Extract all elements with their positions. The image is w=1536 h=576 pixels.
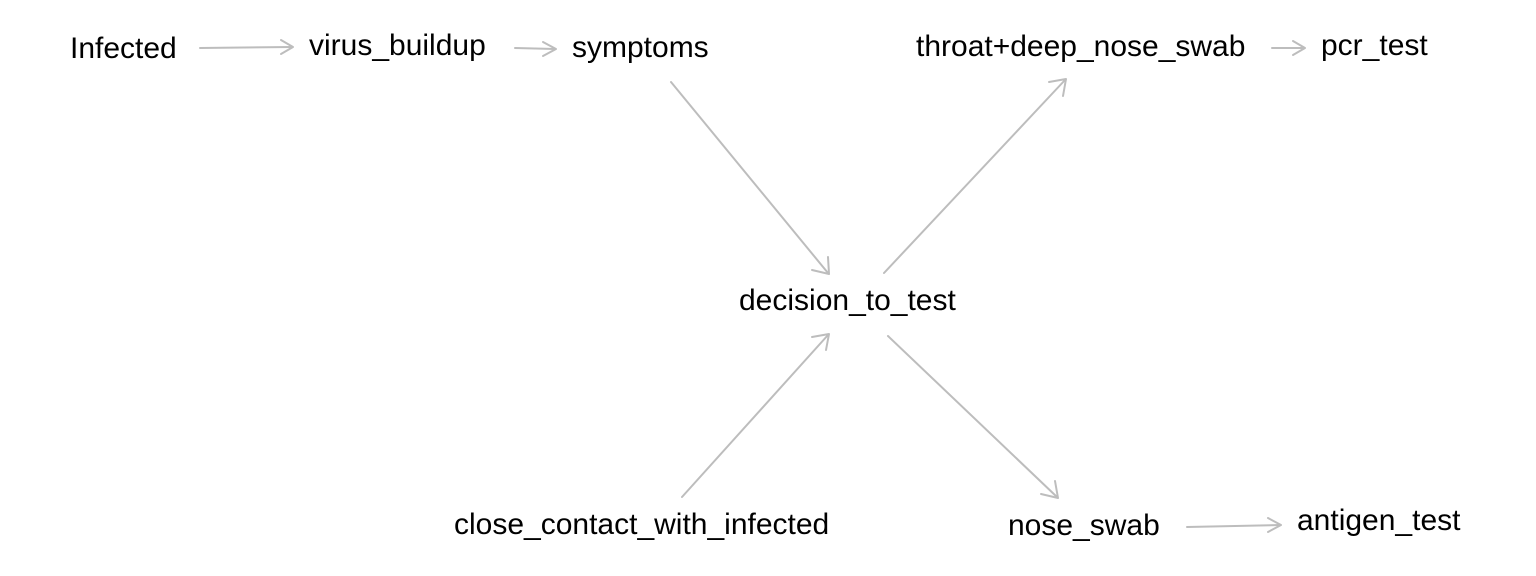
edges [199, 39, 1306, 533]
node-close-contact-with-infected: close_contact_with_infected [454, 508, 829, 541]
edge-decision-to-test-to-throat-swab [883, 78, 1067, 274]
edge-symptoms-to-decision-to-test [670, 81, 830, 275]
edge-virus-buildup-to-symptoms [514, 41, 557, 57]
node-throat-deep-nose-swab: throat+deep_nose_swab [916, 30, 1245, 63]
node-decision-to-test: decision_to_test [739, 284, 956, 317]
node-antigen-test: antigen_test [1297, 504, 1461, 537]
edge-nose-swab-to-antigen-test [1186, 517, 1282, 533]
node-symptoms: symptoms [572, 31, 709, 64]
edge-close-contact-to-decision-to-test [681, 333, 830, 498]
edge-throat-swab-to-pcr-test [1271, 40, 1306, 56]
node-pcr-test: pcr_test [1321, 29, 1428, 62]
node-nose-swab: nose_swab [1008, 509, 1160, 542]
edge-decision-to-test-to-nose-swab [887, 335, 1059, 499]
edge-infected-to-virus-buildup [199, 39, 294, 55]
node-virus-buildup: virus_buildup [309, 29, 486, 62]
node-infected: Infected [70, 32, 177, 65]
nodes: Infected virus_buildup symptoms decision… [70, 29, 1461, 542]
